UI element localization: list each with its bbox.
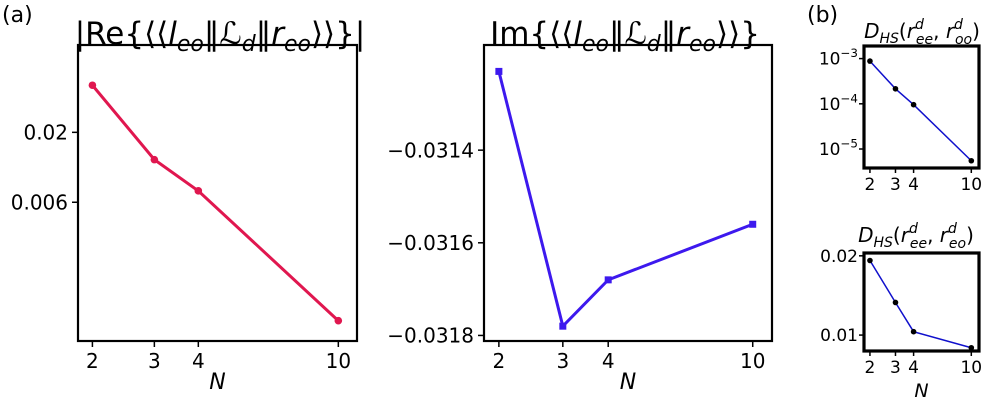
plot-frame <box>862 44 981 170</box>
x-tick-label: 4 <box>192 349 205 373</box>
data-point <box>892 299 899 306</box>
x-axis-label: N <box>914 380 928 402</box>
chart1-title: |Re{⟨⟨leo‖ℒd‖reo⟩⟩}| <box>75 16 366 57</box>
panel-label-a: (a) <box>2 3 33 28</box>
data-point <box>495 67 503 75</box>
chart-3: 2 3 4 10 10−3 10−4 10−5 <box>819 44 982 195</box>
data-point <box>968 344 975 351</box>
y-tick-label: 10−4 <box>819 91 858 115</box>
x-tick-label: 3 <box>556 349 569 373</box>
x-tick-label: 10 <box>326 349 351 373</box>
chart-2: 2 3 4 10 −0.0314 −0.0316 −0.0318 N <box>387 43 774 395</box>
data-point <box>867 257 873 264</box>
chart-4: 2 3 4 10 0.02 0.01 N <box>820 247 982 402</box>
x-tick-label: 2 <box>493 349 506 373</box>
x-tick-label: 2 <box>865 358 876 378</box>
plot-frame <box>76 43 359 343</box>
panel-label-b: (b) <box>807 3 838 28</box>
y-tick-label: −0.0318 <box>387 324 474 348</box>
plot-frame <box>482 43 774 343</box>
x-tick-label: 4 <box>908 175 919 195</box>
data-point <box>910 328 917 335</box>
x-tick-label: 10 <box>960 358 982 378</box>
data-point <box>88 81 97 90</box>
x-tick-label: 3 <box>890 175 901 195</box>
y-tick-label: 10−5 <box>819 136 858 160</box>
x-tick-label: 3 <box>148 349 161 373</box>
data-point <box>968 157 975 164</box>
data-point <box>604 276 612 284</box>
x-axis-label: N <box>620 370 636 395</box>
y-tick-label: 0.006 <box>11 190 68 214</box>
data-point <box>749 220 757 228</box>
x-axis-label: N <box>209 370 225 395</box>
data-point <box>867 58 873 64</box>
chart-1: 2 3 4 10 0.02 0.006 N <box>11 43 359 395</box>
series-line <box>869 260 972 349</box>
data-point <box>334 316 343 325</box>
chart4-title: DHS(rd ee, rd eo) <box>858 221 974 252</box>
y-tick-label: 0.02 <box>23 121 68 145</box>
x-tick-label: 10 <box>960 175 982 195</box>
x-tick-label: 2 <box>86 349 99 373</box>
y-tick-label: 0.02 <box>820 247 858 267</box>
x-tick-label: 2 <box>865 175 876 195</box>
y-tick-label: 0.01 <box>820 326 858 346</box>
data-point <box>559 322 567 330</box>
x-tick-label: 10 <box>740 349 765 373</box>
x-tick-label: 4 <box>602 349 615 373</box>
series-line <box>869 60 972 162</box>
chart3-title: DHS(rd ee, rd oo) <box>864 17 980 48</box>
plot-frame <box>862 251 981 353</box>
y-tick-label: −0.0314 <box>387 138 474 162</box>
data-point <box>194 187 203 195</box>
data-point <box>910 101 917 108</box>
chart2-title: Im{⟨⟨leo‖ℒd‖reo⟩⟩} <box>490 16 760 57</box>
x-tick-label: 3 <box>890 358 901 378</box>
data-point <box>150 155 159 164</box>
series-line <box>497 71 754 330</box>
series-line <box>91 84 340 322</box>
data-point <box>892 85 899 92</box>
y-tick-label: 10−3 <box>819 46 858 70</box>
x-tick-label: 4 <box>908 358 919 378</box>
y-tick-label: −0.0316 <box>387 231 474 255</box>
